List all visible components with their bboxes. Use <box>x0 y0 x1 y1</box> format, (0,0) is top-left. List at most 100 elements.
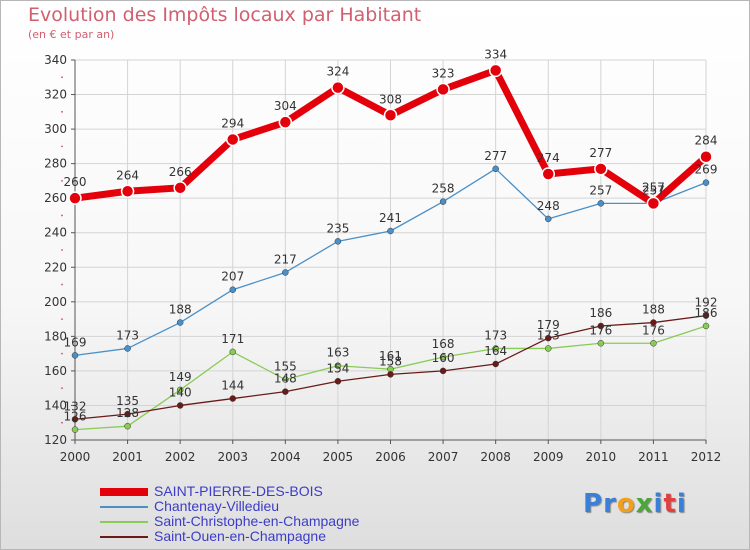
legend-label: Saint-Ouen-en-Champagne <box>154 528 326 544</box>
data-point <box>702 312 710 319</box>
legend-label: Chantenay-Villedieu <box>154 498 280 514</box>
data-label: 304 <box>274 99 297 113</box>
y-minor-tick-dot <box>61 249 63 251</box>
data-label: 323 <box>432 66 455 80</box>
y-tick-label: 160 <box>44 364 67 378</box>
logo-letter: P <box>583 489 604 519</box>
data-point <box>541 167 555 181</box>
data-label: 324 <box>326 65 349 79</box>
data-point <box>71 426 79 433</box>
y-tick-label: 300 <box>44 122 67 136</box>
legend-label: SAINT-PIERRE-DES-BOIS <box>154 483 323 499</box>
data-point <box>597 340 605 347</box>
data-point <box>492 165 499 173</box>
data-label: 154 <box>326 361 349 375</box>
data-point <box>650 319 657 326</box>
y-tick-label: 180 <box>44 329 67 343</box>
data-point <box>702 322 710 330</box>
x-tick-label: 2005 <box>323 450 354 464</box>
logo-letter: x <box>635 489 654 519</box>
data-label: 173 <box>537 328 560 342</box>
data-point <box>282 376 289 383</box>
data-point <box>699 149 713 164</box>
data-point <box>439 353 447 361</box>
data-label: 334 <box>484 47 507 61</box>
data-point <box>176 386 184 394</box>
data-label: 168 <box>432 337 455 351</box>
data-point <box>282 269 289 276</box>
data-label: 164 <box>484 344 507 358</box>
y-minor-tick-dot <box>61 214 63 217</box>
data-point <box>229 395 236 402</box>
data-point <box>492 360 499 368</box>
data-label: 235 <box>326 221 349 235</box>
data-label: 207 <box>221 270 244 284</box>
data-label: 171 <box>221 332 244 346</box>
data-point <box>173 181 187 195</box>
data-label: 128 <box>116 406 139 420</box>
y-minor-tick-dot <box>61 352 63 355</box>
axis-layer: 120 140 160 180 200 220 240 260 280 300 320 340 2000… <box>44 53 721 464</box>
data-label: 264 <box>116 168 139 182</box>
data-label: 269 <box>695 163 718 177</box>
data-point <box>492 345 499 352</box>
y-tick-label: 320 <box>44 88 67 102</box>
data-point <box>387 371 394 378</box>
data-point <box>334 378 342 385</box>
y-tick-label: 140 <box>44 398 67 412</box>
legend-label: Saint-Christophe-en-Champagne <box>154 513 360 529</box>
data-label: 188 <box>169 303 192 317</box>
data-label: 144 <box>221 379 244 393</box>
series-layer <box>68 63 713 433</box>
data-point <box>702 179 710 186</box>
y-tick-label: 220 <box>44 260 67 274</box>
data-point <box>594 162 608 176</box>
data-label: 140 <box>169 385 192 399</box>
y-minor-tick-dot <box>61 145 63 148</box>
data-label: 260 <box>64 175 87 189</box>
x-tick-label: 2006 <box>375 450 406 464</box>
data-label: 277 <box>484 149 507 163</box>
data-point <box>331 80 345 95</box>
data-point <box>439 198 447 205</box>
y-tick-label: 340 <box>44 53 67 67</box>
data-point <box>383 108 398 123</box>
data-point <box>226 132 240 147</box>
data-point <box>229 348 236 356</box>
data-point <box>120 184 135 199</box>
y-tick-label: 280 <box>44 157 67 171</box>
data-point <box>387 227 394 235</box>
data-label: 186 <box>695 306 718 320</box>
legend-swatch <box>100 506 148 508</box>
data-point <box>124 422 131 430</box>
data-point <box>545 334 552 342</box>
y-minor-tick-dot <box>61 110 63 113</box>
y-minor-tick-dot <box>61 76 63 79</box>
data-label: 176 <box>589 323 612 337</box>
logo-letter: r <box>603 489 617 519</box>
data-label: 135 <box>116 394 139 408</box>
y-minor-tick-dot <box>61 421 63 424</box>
data-point <box>334 238 342 245</box>
chart-subtitle: (en € et par an) <box>28 28 115 41</box>
data-point <box>545 215 552 223</box>
data-label: 257 <box>642 180 665 194</box>
data-label: 257 <box>589 183 612 197</box>
y-tick-label: 200 <box>44 295 67 309</box>
data-label: 163 <box>326 346 349 360</box>
x-tick-label: 2008 <box>480 450 511 464</box>
x-tick-label: 2012 <box>691 450 722 464</box>
data-label: 266 <box>169 165 192 179</box>
data-label: 217 <box>274 252 297 266</box>
data-point <box>124 410 131 418</box>
y-minor-tick-dot <box>61 318 63 320</box>
y-tick-label: 240 <box>44 226 67 240</box>
legend-swatch <box>100 521 148 523</box>
data-label-layer: 260 264 266 294 304 324 308 323 334 274 277 257 284 1… <box>64 47 718 423</box>
x-tick-label: 2003 <box>217 450 248 464</box>
data-label: 192 <box>695 296 718 310</box>
logo-letter: i <box>676 489 687 519</box>
x-tick-label: 2002 <box>165 450 196 464</box>
data-label: 179 <box>537 318 560 332</box>
